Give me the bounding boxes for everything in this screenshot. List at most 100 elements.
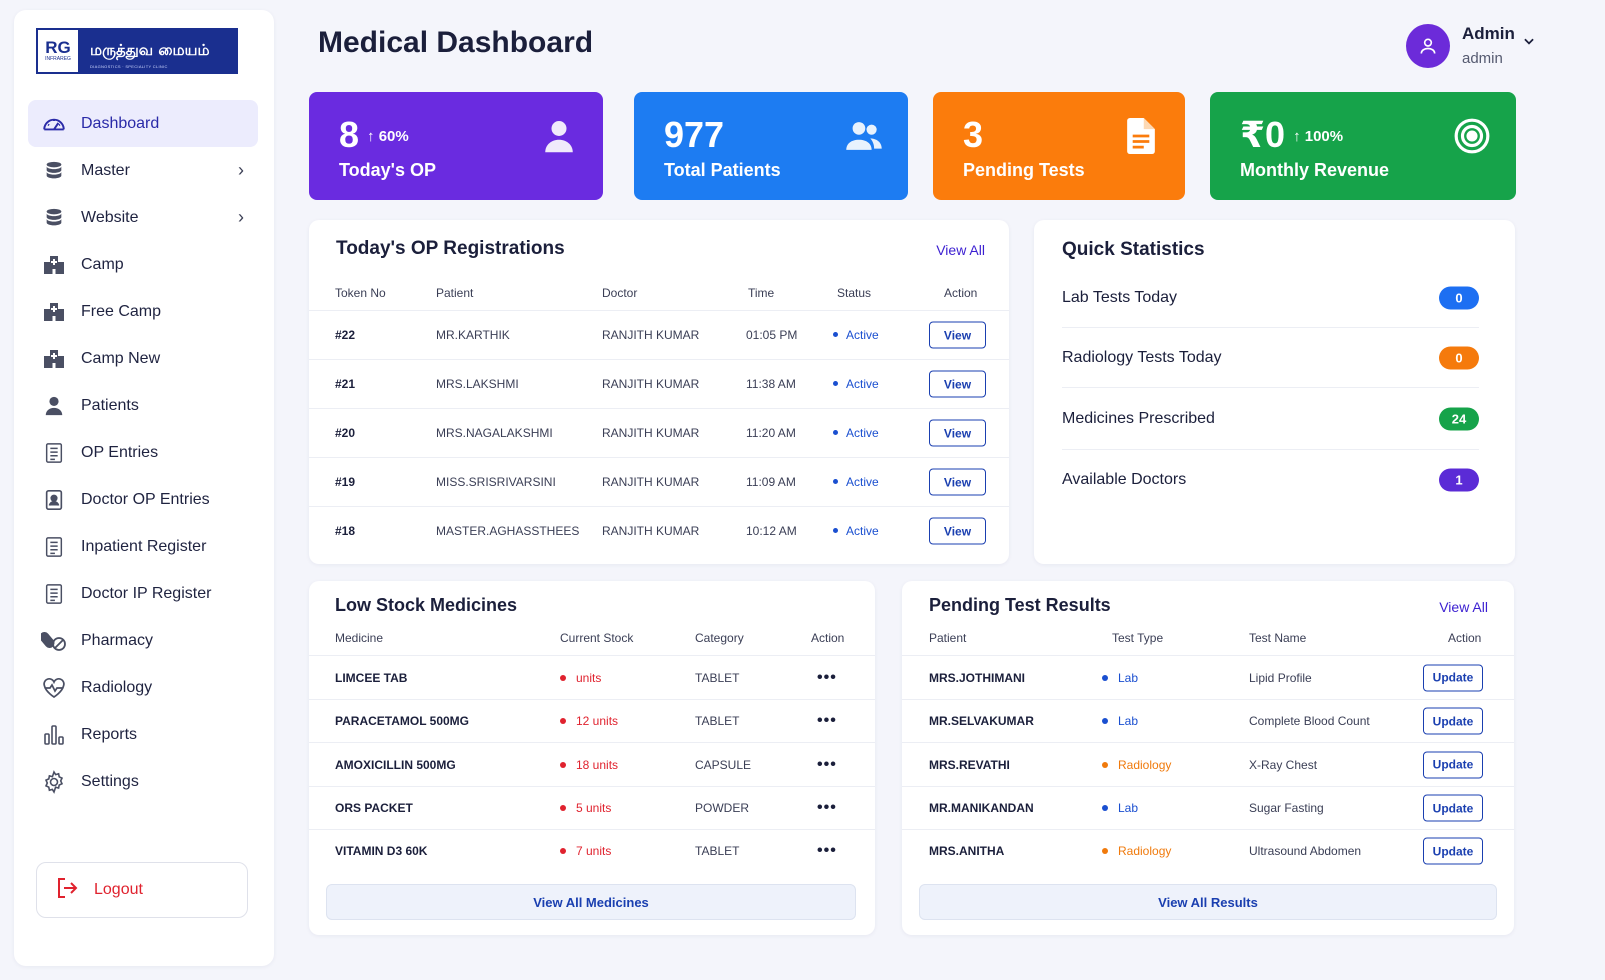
col-header: Patient [436,286,474,300]
doctor-name: RANJITH KUMAR [602,426,700,440]
patient-name: MR.SELVAKUMAR [929,714,1034,728]
table-row: VITAMIN D3 60K 7 units TABLET ••• [309,829,875,872]
medicine-name: AMOXICILLIN 500MG [335,757,456,772]
table-row: #18 MASTER.AGHASSTHEES RANJITH KUMAR 10:… [309,506,1009,555]
status-badge: Active [833,328,879,342]
stat-label: Pending Tests [963,160,1085,180]
sidebar-item-free-camp[interactable]: Free Camp [28,288,258,335]
sidebar-item-camp[interactable]: Camp [28,241,258,288]
update-button[interactable]: Update [1423,751,1483,778]
logo-sub: INFRAREG [45,56,71,62]
stat-card-todays-op[interactable]: 8 ↑ 60% Today's OP [309,92,603,200]
chevron-down-icon[interactable] [1522,34,1536,53]
more-actions-icon[interactable]: ••• [817,712,837,729]
op-view-all-link[interactable]: View All [936,242,985,258]
brand-logo[interactable]: RG INFRAREG மருத்துவ மையம் DIAGNOSTICS ·… [36,28,238,74]
user-icon [40,392,68,420]
stat-card-total-patients[interactable]: 977 Total Patients [634,92,908,200]
more-actions-icon[interactable]: ••• [817,668,837,686]
medicine-name: VITAMIN D3 60K [335,844,428,858]
logo-tag: DIAGNOSTICS · SPECIALITY CLINIC [90,64,168,69]
time: 11:38 AM [746,377,796,391]
view-button[interactable]: View [929,517,986,545]
doctor-name: RANJITH KUMAR [602,377,700,391]
patient-name: MR.MANIKANDAN [929,801,1034,815]
user-icon [539,116,579,156]
table-row: MRS.JOTHIMANI Lab Lipid Profile Update [902,655,1514,699]
col-header: Time [748,286,775,300]
more-actions-icon[interactable]: ••• [817,799,837,816]
patient-name: MRS.REVATHI [929,757,1010,772]
pending-tests-card: Pending Test Results View All Patient Te… [902,581,1514,935]
col-header: Token No [335,286,386,300]
view-all-results-button[interactable]: View All Results [919,884,1497,920]
sidebar-item-dashboard[interactable]: Dashboard [28,100,258,147]
status-badge: Active [833,475,879,489]
badge-icon [40,486,68,514]
sidebar-item-op-entries[interactable]: OP Entries [28,429,258,476]
table-row: LIMCEE TAB units TABLET ••• [309,655,875,699]
sidebar-nav: Dashboard Master › Website › Camp Free C… [28,100,258,805]
test-type-badge: Radiology [1102,758,1171,772]
user-icon [1420,38,1436,54]
patient-name: MRS.NAGALAKSHMI [436,426,553,440]
sidebar-item-patients[interactable]: Patients [28,382,258,429]
view-all-medicines-button[interactable]: View All Medicines [326,884,856,920]
sidebar-item-label: Camp New [81,349,161,367]
page-title: Medical Dashboard [318,26,594,59]
sidebar-item-doctor-op-entries[interactable]: Doctor OP Entries [28,476,258,523]
stat-value: 3 [963,114,984,155]
sidebar-item-doctor-ip-register[interactable]: Doctor IP Register [28,570,258,617]
avatar [1406,24,1450,68]
chevron-right-icon: › [238,207,244,227]
table-row: MR.MANIKANDAN Lab Sugar Fasting Update [902,786,1514,829]
pending-view-all-link[interactable]: View All [1439,599,1488,615]
time: 10:12 AM [746,524,797,538]
col-header: Status [837,286,872,300]
update-button[interactable]: Update [1423,837,1483,865]
sidebar-item-inpatient-register[interactable]: Inpatient Register [28,523,258,570]
more-actions-icon[interactable]: ••• [817,842,837,859]
stat-change: ↑ 60% [367,128,409,145]
sidebar-item-label: Settings [81,772,139,790]
sidebar-item-label: Dashboard [81,114,160,132]
sidebar-item-website[interactable]: Website › [28,194,258,241]
sidebar-item-settings[interactable]: Settings [28,758,258,805]
quick-stat-label: Available Doctors [1062,471,1187,488]
category: TABLET [695,844,740,858]
table-row: #21 MRS.LAKSHMI RANJITH KUMAR 11:38 AM A… [309,359,1009,408]
category: TABLET [695,670,740,685]
update-button[interactable]: Update [1423,707,1483,735]
sidebar-item-radiology[interactable]: Radiology [28,664,258,711]
token: #22 [335,328,356,342]
view-button[interactable]: View [929,370,986,398]
stat-card-pending-tests[interactable]: 3 Pending Tests [933,92,1185,200]
test-name: Complete Blood Count [1249,714,1370,728]
user-menu[interactable]: Admin admin [1406,22,1546,72]
logout-button[interactable]: Logout [36,862,248,918]
col-header: Medicine [335,631,384,645]
sidebar-item-camp-new[interactable]: Camp New [28,335,258,382]
view-button[interactable]: View [929,419,986,447]
test-type-badge: Lab [1102,714,1138,728]
update-button[interactable]: Update [1423,664,1483,691]
sidebar-item-master[interactable]: Master › [28,147,258,194]
list-icon [40,533,68,561]
stock-value: 7 units [560,844,611,858]
status-badge: Active [833,377,879,391]
sidebar-item-pharmacy[interactable]: Pharmacy [28,617,258,664]
more-actions-icon[interactable]: ••• [817,755,837,773]
patient-name: MR.KARTHIK [436,328,510,342]
quick-stat-label: Medicines Prescribed [1062,409,1215,427]
token: #19 [335,475,356,489]
quick-stat-row: Medicines Prescribed 24 [1062,388,1479,450]
stat-card-monthly-revenue[interactable]: ₹0 ↑ 100% Monthly Revenue [1210,92,1516,200]
view-button[interactable]: View [929,468,986,496]
view-button[interactable]: View [929,321,986,349]
table-row: MR.SELVAKUMAR Lab Complete Blood Count U… [902,699,1514,742]
sidebar-item-label: Master [81,161,130,179]
update-button[interactable]: Update [1423,794,1483,822]
patient-name: MRS.ANITHA [929,844,1005,858]
stat-label: Today's OP [339,160,436,180]
sidebar-item-reports[interactable]: Reports [28,711,258,758]
